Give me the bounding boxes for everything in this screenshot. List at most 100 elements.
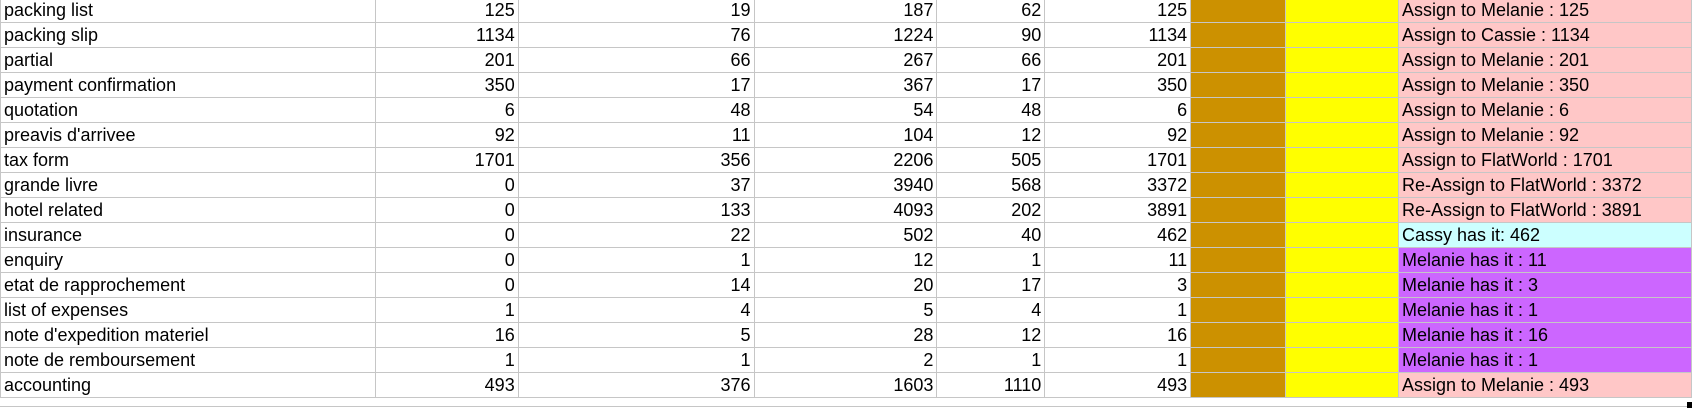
cell-value-d[interactable]: 62	[936, 0, 1046, 23]
cell-assignment-note[interactable]: Melanie has it : 3	[1397, 272, 1692, 298]
cell-assignment-note[interactable]: Assign to Melanie : 350	[1397, 72, 1692, 98]
cell-yellow-fill[interactable]	[1285, 222, 1399, 248]
cell-document-type[interactable]: partial	[0, 47, 376, 73]
cell-document-type[interactable]: hotel related	[0, 197, 376, 223]
cell-value-e[interactable]: 1	[1044, 347, 1192, 373]
cell-orange-fill[interactable]	[1190, 222, 1287, 248]
cell-value-a[interactable]: 1134	[374, 22, 519, 48]
cell-document-type[interactable]: note de remboursement	[0, 347, 376, 373]
cell-value-e[interactable]: 3891	[1044, 197, 1192, 223]
cell-value-c[interactable]: 1603	[753, 372, 938, 398]
cell-value-a[interactable]: 16	[374, 322, 519, 348]
cell-value-e[interactable]: 11	[1044, 247, 1192, 273]
cell-yellow-fill[interactable]	[1285, 147, 1399, 173]
cell-value-e[interactable]: 125	[1044, 0, 1192, 23]
cell-value-e[interactable]: 493	[1044, 372, 1192, 398]
cell-document-type[interactable]: etat de rapprochement	[0, 272, 376, 298]
cell-value-d[interactable]: 66	[936, 47, 1046, 73]
cell-value-e[interactable]: 3372	[1044, 172, 1192, 198]
cell-value-c[interactable]: 20	[753, 272, 938, 298]
cell-orange-fill[interactable]	[1190, 47, 1287, 73]
cell-value-a[interactable]: 0	[374, 222, 519, 248]
cell-orange-fill[interactable]	[1190, 97, 1287, 123]
cell-document-type[interactable]: note d'expedition materiel	[0, 322, 376, 348]
cell-yellow-fill[interactable]	[1285, 197, 1399, 223]
cell-value-d[interactable]: 40	[936, 222, 1046, 248]
cell-value-b[interactable]: 376	[517, 372, 755, 398]
cell-value-b[interactable]: 356	[517, 147, 755, 173]
cell-assignment-note[interactable]: Melanie has it : 16	[1397, 322, 1692, 348]
cell-document-type[interactable]: accounting	[0, 372, 376, 398]
cell-assignment-note[interactable]: Assign to Melanie : 92	[1397, 122, 1692, 148]
cell-value-b[interactable]: 14	[517, 272, 755, 298]
cell-yellow-fill[interactable]	[1285, 347, 1399, 373]
cell-value-c[interactable]: 5	[753, 297, 938, 323]
cell-orange-fill[interactable]	[1190, 122, 1287, 148]
cell-value-a[interactable]: 6	[374, 97, 519, 123]
cell-value-a[interactable]: 0	[374, 197, 519, 223]
cell-value-c[interactable]: 54	[753, 97, 938, 123]
cell-orange-fill[interactable]	[1190, 247, 1287, 273]
cell-value-b[interactable]: 76	[517, 22, 755, 48]
cell-value-b[interactable]: 133	[517, 197, 755, 223]
cell-value-e[interactable]: 3	[1044, 272, 1192, 298]
cell-value-b[interactable]: 17	[517, 72, 755, 98]
cell-value-d[interactable]: 202	[936, 197, 1046, 223]
cell-assignment-note[interactable]: Melanie has it : 1	[1397, 297, 1692, 323]
cell-document-type[interactable]: packing list	[0, 0, 376, 23]
cell-document-type[interactable]: insurance	[0, 222, 376, 248]
cell-document-type[interactable]: payment confirmation	[0, 72, 376, 98]
cell-value-d[interactable]: 568	[936, 172, 1046, 198]
cell-document-type[interactable]: preavis d'arrivee	[0, 122, 376, 148]
cell-document-type[interactable]: list of expenses	[0, 297, 376, 323]
cell-value-b[interactable]: 1	[517, 247, 755, 273]
cell-assignment-note[interactable]: Melanie has it : 11	[1397, 247, 1692, 273]
cell-value-d[interactable]: 505	[936, 147, 1046, 173]
cell-value-a[interactable]: 350	[374, 72, 519, 98]
cell-value-c[interactable]: 267	[753, 47, 938, 73]
cell-assignment-note[interactable]: Melanie has it : 1	[1397, 347, 1692, 373]
cell-value-e[interactable]: 1	[1044, 297, 1192, 323]
cell-value-a[interactable]: 1701	[374, 147, 519, 173]
cell-orange-fill[interactable]	[1190, 297, 1287, 323]
cell-value-a[interactable]: 0	[374, 172, 519, 198]
cell-assignment-note[interactable]: Assign to FlatWorld : 1701	[1397, 147, 1692, 173]
cell-value-a[interactable]: 1	[374, 297, 519, 323]
cell-value-d[interactable]: 17	[936, 72, 1046, 98]
cell-value-e[interactable]: 462	[1044, 222, 1192, 248]
cell-value-d[interactable]: 1110	[936, 372, 1046, 398]
cell-value-c[interactable]: 4093	[753, 197, 938, 223]
cell-document-type[interactable]: grande livre	[0, 172, 376, 198]
cell-value-c[interactable]: 12	[753, 247, 938, 273]
cell-value-c[interactable]: 28	[753, 322, 938, 348]
cell-assignment-note[interactable]: Re-Assign to FlatWorld : 3891	[1397, 197, 1692, 223]
cell-value-a[interactable]: 125	[374, 0, 519, 23]
cell-assignment-note[interactable]: Re-Assign to FlatWorld : 3372	[1397, 172, 1692, 198]
cell-orange-fill[interactable]	[1190, 147, 1287, 173]
cell-orange-fill[interactable]	[1190, 172, 1287, 198]
cell-orange-fill[interactable]	[1190, 72, 1287, 98]
cell-value-a[interactable]: 0	[374, 272, 519, 298]
cell-yellow-fill[interactable]	[1285, 297, 1399, 323]
cell-value-a[interactable]: 92	[374, 122, 519, 148]
cell-value-b[interactable]: 48	[517, 97, 755, 123]
cell-orange-fill[interactable]	[1190, 322, 1287, 348]
cell-assignment-note[interactable]: Assign to Melanie : 493	[1397, 372, 1692, 398]
cell-orange-fill[interactable]	[1190, 0, 1287, 23]
cell-yellow-fill[interactable]	[1285, 0, 1399, 23]
cell-value-b[interactable]: 1	[517, 347, 755, 373]
cell-orange-fill[interactable]	[1190, 197, 1287, 223]
cell-value-c[interactable]: 2	[753, 347, 938, 373]
cell-value-b[interactable]: 19	[517, 0, 755, 23]
cell-yellow-fill[interactable]	[1285, 372, 1399, 398]
cell-orange-fill[interactable]	[1190, 272, 1287, 298]
cell-document-type[interactable]: tax form	[0, 147, 376, 173]
cell-yellow-fill[interactable]	[1285, 272, 1399, 298]
cell-yellow-fill[interactable]	[1285, 322, 1399, 348]
cell-value-b[interactable]: 5	[517, 322, 755, 348]
cell-value-c[interactable]: 187	[753, 0, 938, 23]
cell-assignment-note[interactable]: Assign to Melanie : 201	[1397, 47, 1692, 73]
cell-value-b[interactable]: 37	[517, 172, 755, 198]
cell-value-b[interactable]: 4	[517, 297, 755, 323]
cell-value-c[interactable]: 2206	[753, 147, 938, 173]
